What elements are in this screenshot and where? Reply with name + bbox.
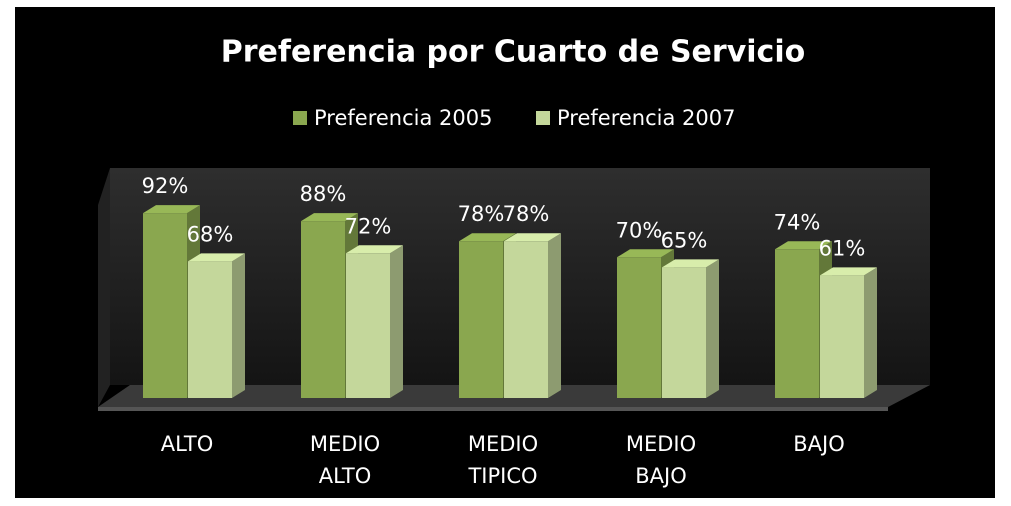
bar-face	[143, 205, 200, 214]
bar-face	[188, 253, 245, 262]
bar	[346, 245, 403, 398]
bar-face	[504, 241, 548, 398]
data-label: 61%	[819, 236, 866, 260]
bar-face	[504, 233, 561, 242]
bar-face	[459, 233, 516, 242]
bar-face	[662, 259, 719, 268]
bar-face	[775, 241, 832, 250]
bar-face	[143, 213, 187, 398]
bar	[504, 233, 561, 398]
bar-face	[459, 241, 503, 398]
bar	[662, 259, 719, 398]
data-label: 92%	[142, 174, 189, 198]
x-tick-label: MEDIO BAJO	[625, 432, 697, 488]
legend-label: Preferencia 2007	[557, 106, 735, 130]
bar-face	[775, 249, 819, 398]
x-tick-label: MEDIO TIPICO	[467, 432, 539, 488]
bar-face	[820, 275, 864, 398]
bar-face	[390, 245, 403, 398]
data-label: 78%	[503, 202, 550, 226]
bar	[188, 253, 245, 398]
bar-face	[548, 233, 561, 398]
bar-face	[662, 267, 706, 398]
x-tick-label: BAJO	[793, 432, 845, 456]
data-label: 74%	[774, 210, 821, 234]
floor-edge	[98, 407, 888, 411]
side-wall	[98, 168, 110, 407]
bar-face	[232, 253, 245, 398]
bar-face	[346, 253, 390, 398]
legend-label: Preferencia 2005	[314, 106, 492, 130]
bar-face	[346, 245, 403, 254]
bar-face	[188, 261, 232, 398]
bar-face	[706, 259, 719, 398]
data-label: 65%	[661, 228, 708, 252]
data-label: 88%	[300, 182, 347, 206]
x-tick-label: MEDIO ALTO	[309, 432, 381, 488]
data-label: 68%	[187, 222, 234, 246]
bar	[820, 267, 877, 398]
bar-face	[301, 213, 358, 222]
bar-face	[820, 267, 877, 276]
data-label: 78%	[458, 202, 505, 226]
chart-title: Preferencia por Cuarto de Servicio	[221, 35, 805, 70]
data-label: 72%	[345, 214, 392, 238]
bar-face	[864, 267, 877, 398]
data-label: 70%	[616, 218, 663, 242]
bar-face	[617, 249, 674, 258]
legend-swatch	[293, 111, 307, 125]
legend-swatch	[536, 111, 550, 125]
bar-face	[617, 257, 661, 398]
x-tick-label: ALTO	[160, 432, 214, 456]
bar-face	[301, 221, 345, 398]
